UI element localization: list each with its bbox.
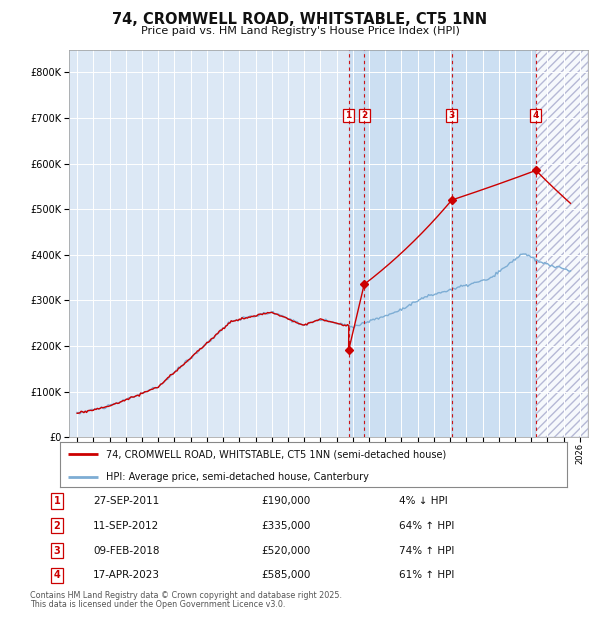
Text: 1: 1 xyxy=(346,111,352,120)
Text: 74, CROMWELL ROAD, WHITSTABLE, CT5 1NN: 74, CROMWELL ROAD, WHITSTABLE, CT5 1NN xyxy=(112,12,488,27)
Text: This data is licensed under the Open Government Licence v3.0.: This data is licensed under the Open Gov… xyxy=(30,600,286,609)
Bar xyxy=(349,50,364,437)
Text: 64% ↑ HPI: 64% ↑ HPI xyxy=(399,521,454,531)
Text: 3: 3 xyxy=(53,546,61,556)
Text: £585,000: £585,000 xyxy=(261,570,310,580)
Text: Price paid vs. HM Land Registry's House Price Index (HPI): Price paid vs. HM Land Registry's House … xyxy=(140,26,460,36)
Text: HPI: Average price, semi-detached house, Canterbury: HPI: Average price, semi-detached house,… xyxy=(106,472,368,482)
Text: £190,000: £190,000 xyxy=(261,496,310,506)
Text: 3: 3 xyxy=(449,111,455,120)
Text: 61% ↑ HPI: 61% ↑ HPI xyxy=(399,570,454,580)
Text: 4: 4 xyxy=(533,111,539,120)
Bar xyxy=(452,50,536,437)
Text: 11-SEP-2012: 11-SEP-2012 xyxy=(93,521,159,531)
Text: 74, CROMWELL ROAD, WHITSTABLE, CT5 1NN (semi-detached house): 74, CROMWELL ROAD, WHITSTABLE, CT5 1NN (… xyxy=(106,449,446,459)
Text: 4% ↓ HPI: 4% ↓ HPI xyxy=(399,496,448,506)
Bar xyxy=(364,50,452,437)
Text: Contains HM Land Registry data © Crown copyright and database right 2025.: Contains HM Land Registry data © Crown c… xyxy=(30,590,342,600)
Text: 74% ↑ HPI: 74% ↑ HPI xyxy=(399,546,454,556)
Text: 4: 4 xyxy=(53,570,61,580)
Text: 09-FEB-2018: 09-FEB-2018 xyxy=(93,546,160,556)
Text: 27-SEP-2011: 27-SEP-2011 xyxy=(93,496,159,506)
Text: £335,000: £335,000 xyxy=(261,521,310,531)
Text: 1: 1 xyxy=(53,496,61,506)
Text: 17-APR-2023: 17-APR-2023 xyxy=(93,570,160,580)
Text: £520,000: £520,000 xyxy=(261,546,310,556)
Bar xyxy=(536,50,588,437)
Text: 2: 2 xyxy=(361,111,367,120)
Text: 2: 2 xyxy=(53,521,61,531)
Bar xyxy=(536,50,588,437)
